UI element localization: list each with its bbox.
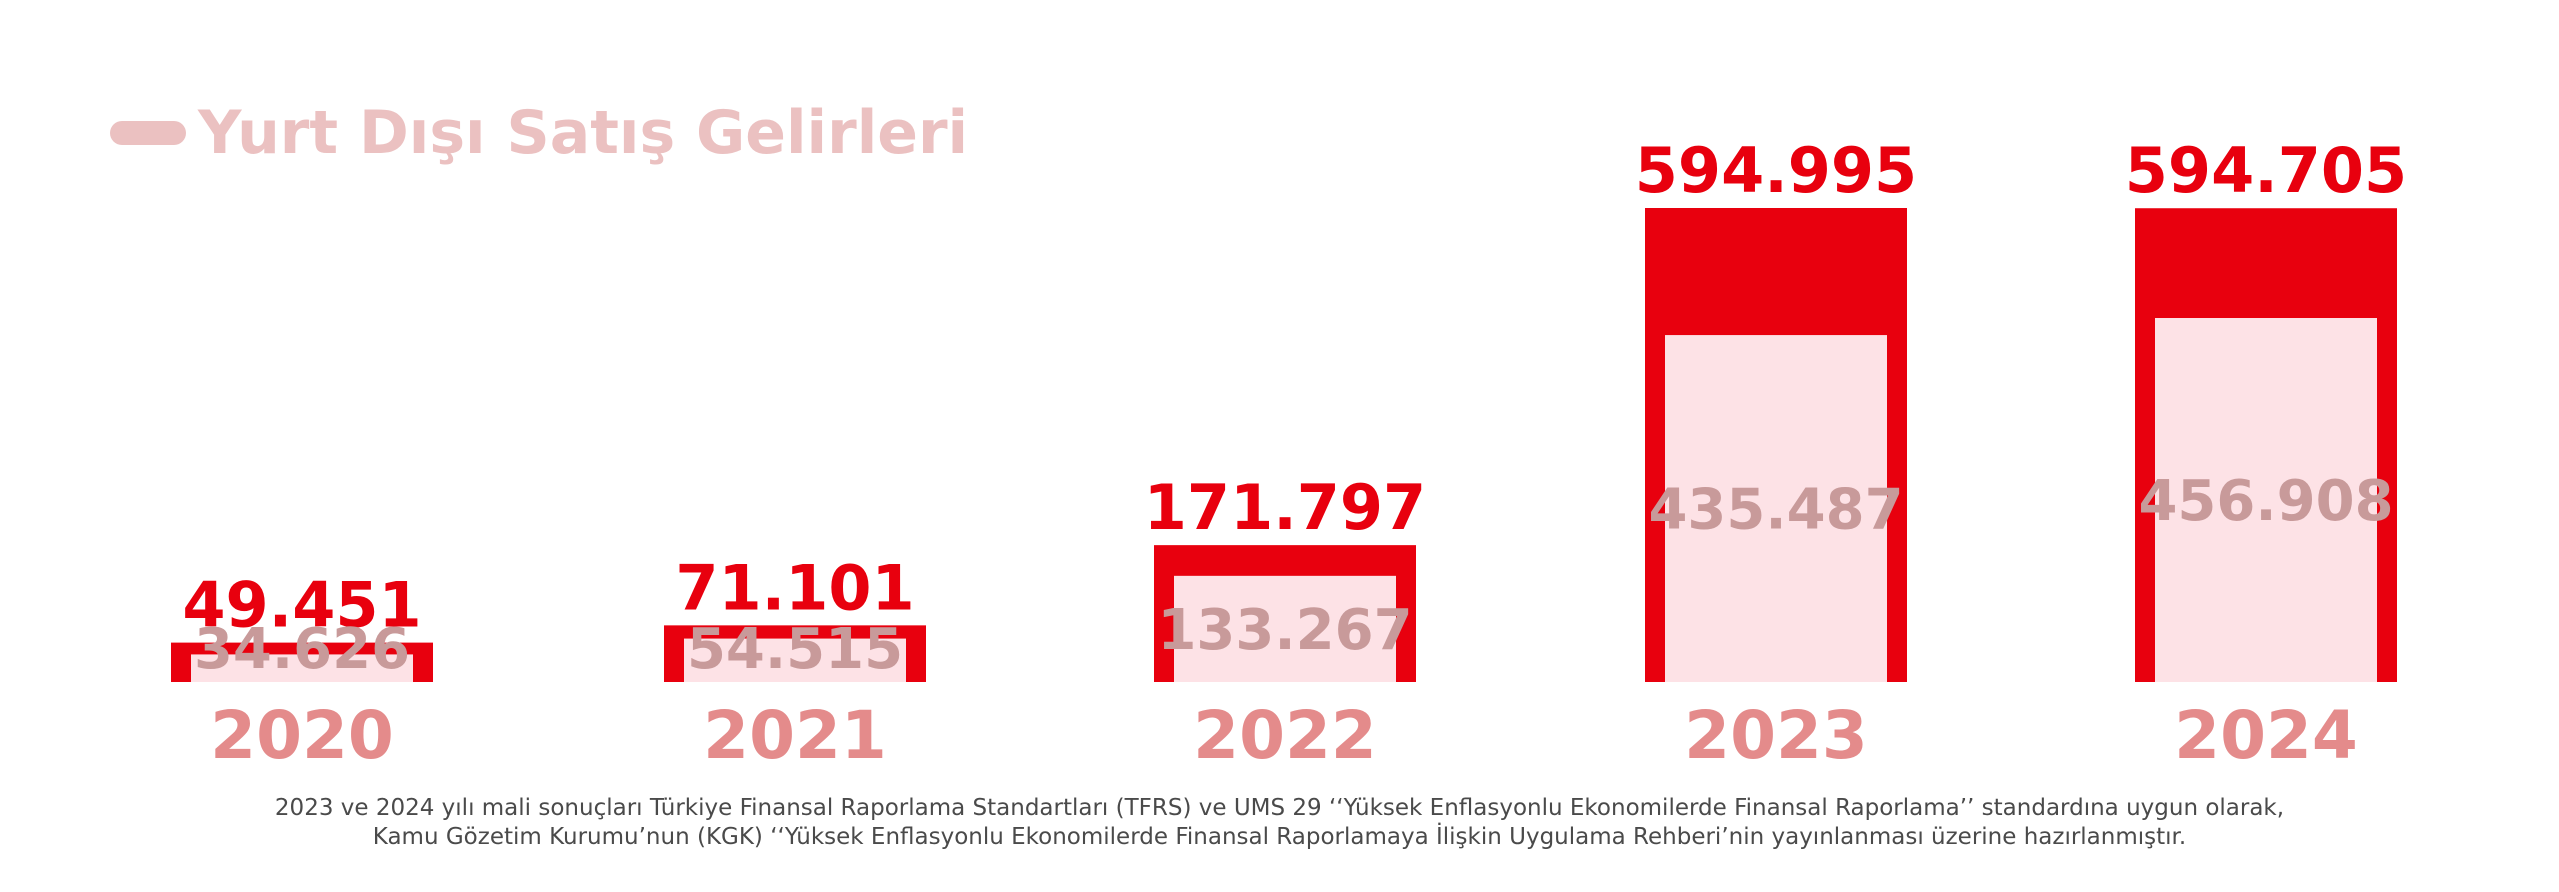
bar-inner-2023 [1665,335,1887,682]
year-label-2020: 2020 [210,697,394,774]
year-label-2022: 2022 [1193,697,1377,774]
bar-inner-2021 [684,638,906,682]
value-label-2024: 594.705 [2125,134,2407,207]
bar-inner-2020 [191,654,413,682]
value-label-2021: 71.101 [675,551,914,624]
footnote-line-2: Kamu Gözetim Kurumu’nun (KGK) ‘‘Yüksek E… [372,824,2187,850]
inner-value-label-2021: 54.515 [687,617,903,682]
chart-title-group: Yurt Dışı Satış Gelirleri [110,88,968,178]
footnote: 2023 ve 2024 yılı mali sonuçları Türkiye… [0,794,2559,852]
footnote-line-1: 2023 ve 2024 yılı mali sonuçları Türkiye… [274,795,2285,821]
title-pill-marker [110,121,186,145]
year-label-2023: 2023 [1684,697,1868,774]
value-label-2022: 171.797 [1144,471,1426,544]
bar-inner-2024 [2155,318,2377,682]
inner-value-label-2022: 133.267 [1157,598,1412,663]
inner-value-label-2024: 456.908 [2138,469,2393,534]
bar-inner-2022 [1174,575,1396,682]
value-label-2020: 49.451 [182,569,421,642]
year-label-2024: 2024 [2174,697,2358,774]
inner-value-label-2023: 435.487 [1648,478,1903,543]
inner-value-label-2020: 34.626 [194,617,410,682]
chart-title: Yurt Dışı Satış Gelirleri [198,98,969,168]
year-label-2021: 2021 [703,697,887,774]
value-label-2023: 594.995 [1635,134,1917,207]
